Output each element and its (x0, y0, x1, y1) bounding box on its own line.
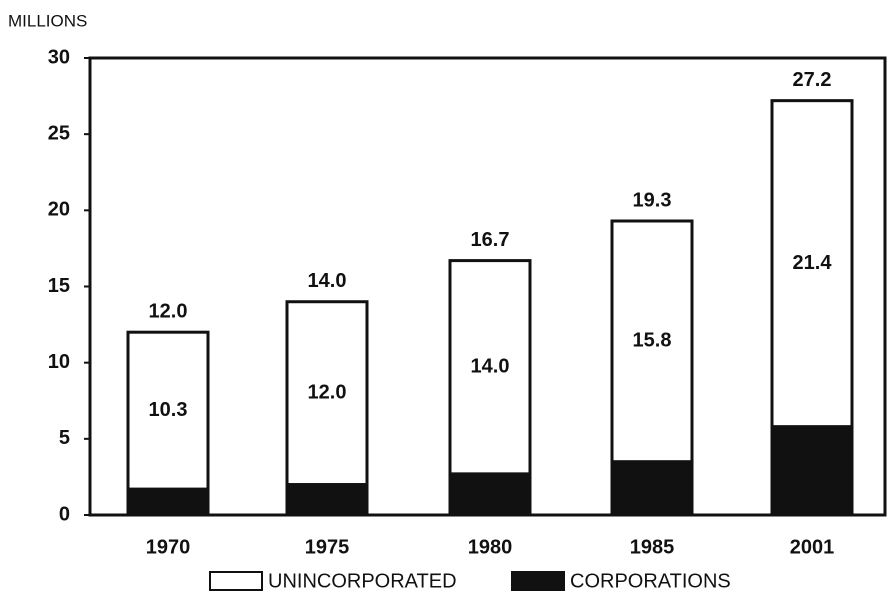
bar-segment (285, 483, 369, 517)
y-tick-label: 25 (48, 122, 70, 144)
legend-swatch (511, 571, 565, 591)
legend-label: CORPORATIONS (570, 570, 731, 592)
x-tick-label: 1970 (146, 536, 191, 558)
value-label: 12.0 (308, 381, 347, 403)
value-label: 1.7 (154, 490, 182, 512)
legend-swatch (209, 571, 263, 591)
y-tick-label: 10 (48, 351, 70, 373)
bar-segment (610, 460, 694, 517)
total-label: 14.0 (308, 270, 347, 292)
y-tick-label: 0 (59, 503, 70, 525)
value-label: 15.8 (633, 330, 672, 352)
value-label: 2.0 (313, 488, 341, 510)
bar-segment (285, 300, 369, 487)
bar-segment (610, 219, 694, 464)
y-tick-label: 20 (48, 199, 70, 221)
y-axis-label: MILLIONS (8, 11, 87, 30)
value-label: 2.7 (476, 483, 504, 505)
value-label: 5.8 (798, 459, 826, 481)
bar-segment (448, 259, 532, 476)
y-tick-label: 30 (48, 46, 70, 68)
value-label: 21.4 (793, 252, 833, 274)
x-tick-label: 1985 (630, 536, 675, 558)
bar-segment (126, 487, 210, 517)
value-label: 10.3 (149, 399, 188, 421)
total-label: 16.7 (471, 229, 510, 251)
value-label: 3.5 (638, 477, 666, 499)
total-label: 27.2 (793, 69, 832, 91)
bar-segment (770, 99, 854, 429)
total-label: 19.3 (633, 189, 672, 211)
bar-segment (126, 330, 210, 491)
total-label: 12.0 (149, 300, 188, 322)
x-tick-label: 2001 (790, 536, 835, 558)
x-tick-label: 1975 (305, 536, 350, 558)
legend-label: UNINCORPORATED (268, 570, 457, 592)
y-tick-label: 15 (48, 275, 70, 297)
x-tick-label: 1980 (468, 536, 513, 558)
value-label: 14.0 (471, 356, 510, 378)
y-tick-label: 5 (59, 427, 70, 449)
